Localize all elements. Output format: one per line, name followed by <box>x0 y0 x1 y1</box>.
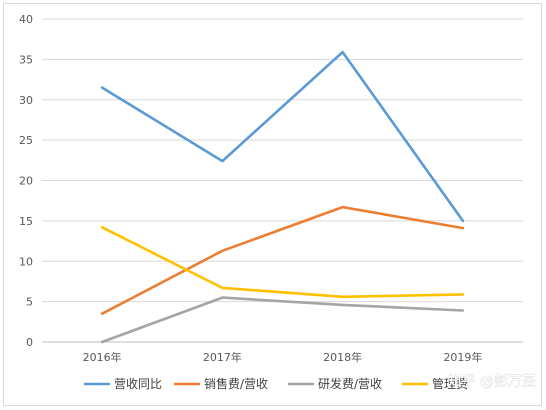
y-tick-label: 10 <box>19 255 33 268</box>
series-line <box>100 205 465 316</box>
legend-label: 研发费/营收 <box>318 376 382 391</box>
y-tick-label: 25 <box>19 134 33 147</box>
series-lines <box>100 50 465 344</box>
gridlines <box>42 18 523 343</box>
y-tick-label: 30 <box>19 94 33 107</box>
y-tick-label: 20 <box>19 175 33 188</box>
y-tick-label: 0 <box>26 336 33 349</box>
y-tick-label: 15 <box>19 215 33 228</box>
x-tick-label: 2018年 <box>323 350 362 364</box>
legend-item: 研发费/营收 <box>288 376 382 391</box>
legend-item: 销售费/营收 <box>174 376 268 391</box>
axes: 0 5 10 15 20 25 30 35 40 2016年 2017年 2018年 2019年 <box>19 13 482 364</box>
legend-label: 销售费/营收 <box>204 376 268 391</box>
series-line <box>100 50 465 223</box>
y-tick-label: 5 <box>26 296 33 309</box>
series-line <box>100 296 465 344</box>
x-tick-label: 2016年 <box>83 350 122 364</box>
y-tick-label: 40 <box>19 13 33 26</box>
legend-item: 营收同比 <box>84 377 162 391</box>
legend-label: 营收同比 <box>114 377 162 391</box>
y-tick-label: 35 <box>19 53 33 66</box>
x-tick-label: 2017年 <box>203 350 242 364</box>
x-tick-label: 2019年 <box>443 350 482 364</box>
legend-item: 管理费 <box>402 376 468 391</box>
watermark-text: 知乎 @彭万荃 <box>448 373 536 390</box>
legend: 营收同比 销售费/营收 研发费/营收 管理费 <box>84 376 468 391</box>
legend-label: 管理费 <box>432 376 468 391</box>
series-line <box>100 226 465 299</box>
